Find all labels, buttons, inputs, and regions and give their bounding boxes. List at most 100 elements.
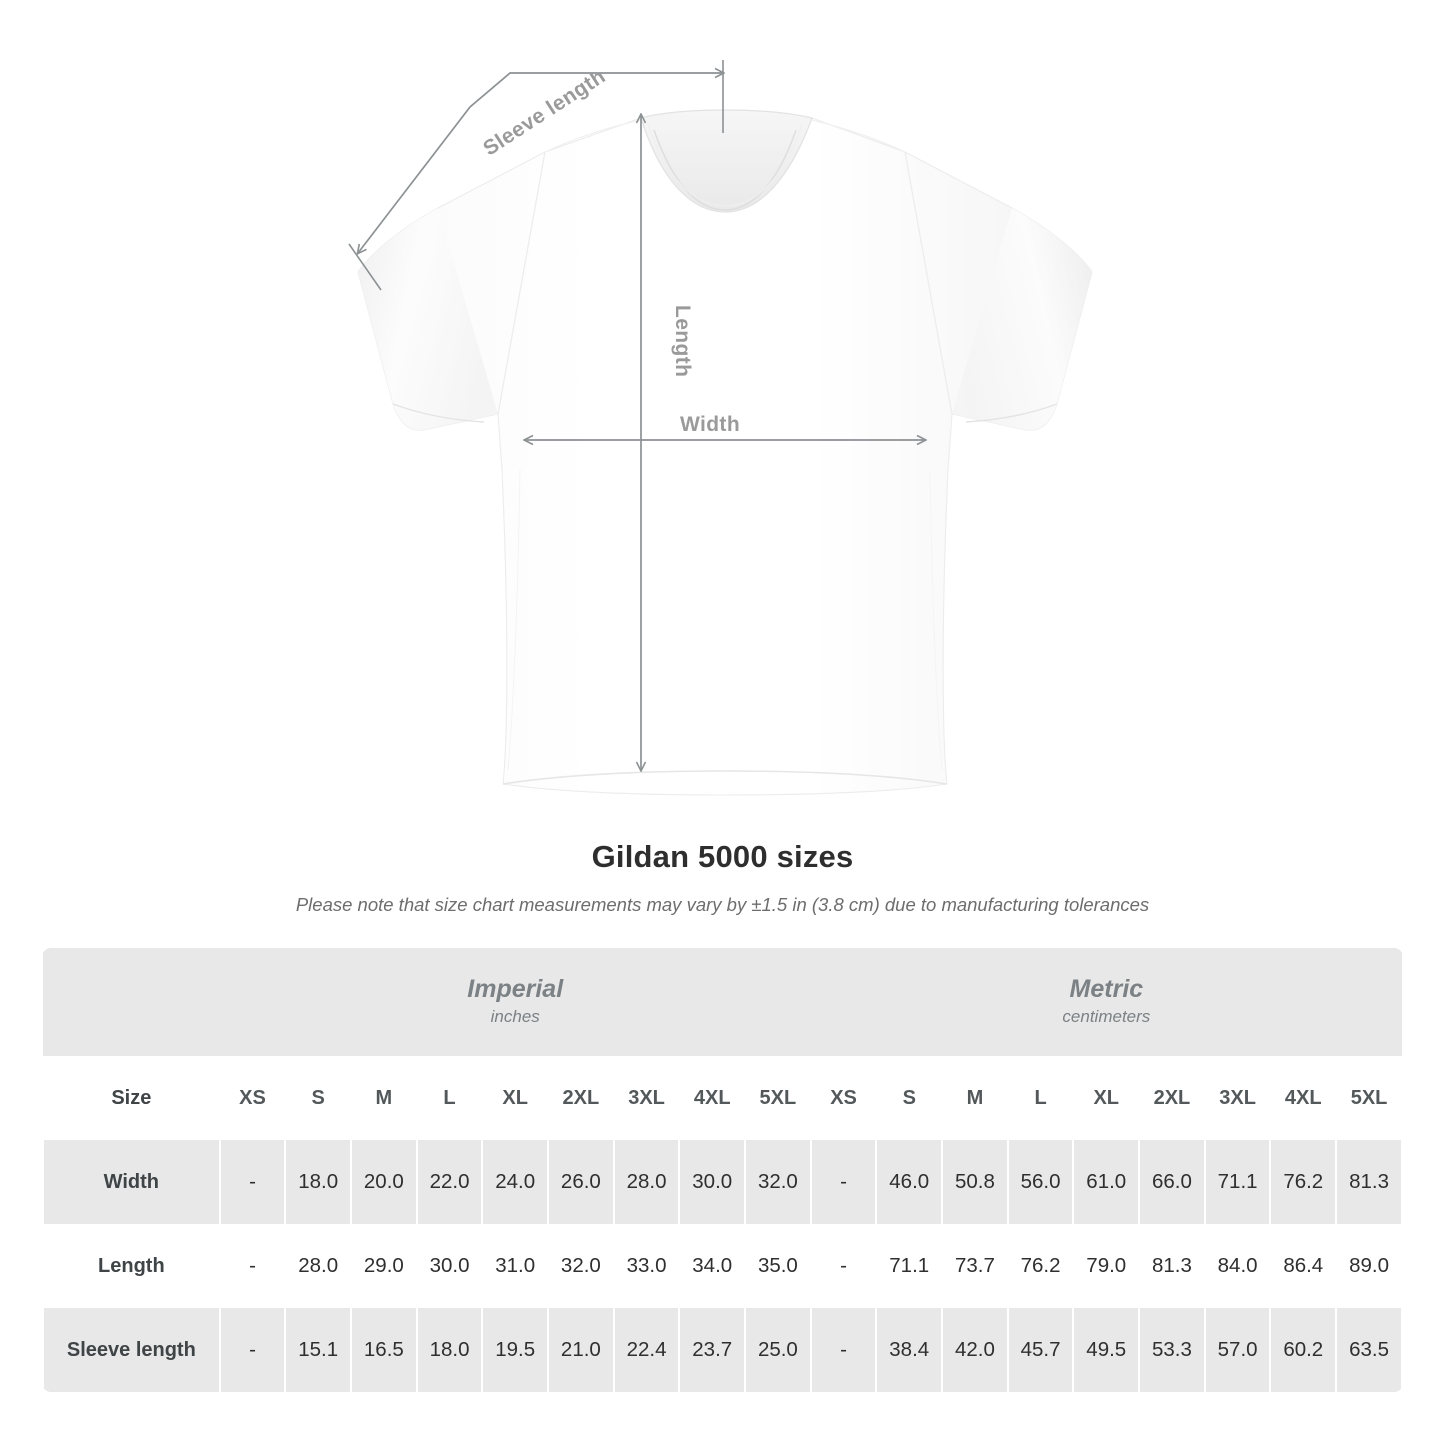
measurement-cell-imperial: 18.0 <box>415 1308 484 1392</box>
size-chart-table: Imperial inches Metric centimeters Size XS S M L… <box>42 948 1403 1392</box>
measurement-cell-metric: 42.0 <box>941 1308 1009 1392</box>
imperial-unit-group: Imperial inches <box>219 948 811 1056</box>
width-label: Width <box>680 413 740 436</box>
measurement-cell-imperial: 22.0 <box>415 1140 484 1224</box>
measurement-cell-imperial: 30.0 <box>678 1140 747 1224</box>
size-header-metric: 5XL <box>1335 1056 1403 1140</box>
measurement-cell-imperial: - <box>218 1224 287 1308</box>
measurement-cell-metric: - <box>809 1224 878 1308</box>
measurement-cell-metric: 61.0 <box>1072 1140 1141 1224</box>
size-header-metric: L <box>1006 1056 1075 1140</box>
sleeve-length-tick-bottom <box>348 243 382 291</box>
measurement-cell-metric: 49.5 <box>1072 1308 1141 1392</box>
measurement-cell-imperial: 32.0 <box>744 1140 812 1224</box>
measurement-cell-imperial: 28.0 <box>284 1224 353 1308</box>
measurement-cell-imperial: 31.0 <box>481 1224 550 1308</box>
measurement-cell-imperial: 33.0 <box>612 1224 681 1308</box>
measurement-cell-metric: 50.8 <box>941 1140 1009 1224</box>
page-subtitle: Please note that size chart measurements… <box>295 894 1150 916</box>
size-header-metric: M <box>941 1056 1009 1140</box>
measurement-cell-metric: 45.7 <box>1006 1308 1075 1392</box>
bottom-hem <box>502 770 948 785</box>
size-header-imperial: XS <box>218 1056 287 1140</box>
measurement-cell-imperial: 34.0 <box>678 1224 747 1308</box>
measurement-cell-metric: 73.7 <box>941 1224 1009 1308</box>
measurement-cell-imperial: 15.1 <box>284 1308 353 1392</box>
measurement-cell-metric: 56.0 <box>1006 1140 1075 1224</box>
row-label: Sleeve length <box>42 1308 221 1392</box>
size-header-imperial: M <box>350 1056 418 1140</box>
size-header-imperial: 2XL <box>547 1056 615 1140</box>
size-header-imperial: XL <box>481 1056 550 1140</box>
right-shoulder-seam <box>811 119 906 153</box>
left-sleeve-hem <box>392 403 485 423</box>
measurement-cell-imperial: 28.0 <box>612 1140 681 1224</box>
metric-unit-label: centimeters <box>1062 1006 1151 1026</box>
imperial-unit-label: inches <box>490 1006 540 1026</box>
measurement-cell-metric: 81.3 <box>1335 1140 1403 1224</box>
size-header-metric: 3XL <box>1203 1056 1272 1140</box>
unit-header-row: Imperial inches Metric centimeters <box>43 948 1402 1056</box>
size-header-row: Size XS S M L XL 2XL 3XL 4XL 5XL XS S M L XL 2XL 3XL 4XL 5… <box>42 1056 1403 1140</box>
measurement-cell-imperial: 30.0 <box>415 1224 484 1308</box>
right-armhole-seam <box>904 151 953 415</box>
table-row: Sleeve length -15.1 16.5 18.0 19.5 21.0 22.4 23… <box>42 1308 1403 1392</box>
measurement-cell-metric: 66.0 <box>1138 1140 1206 1224</box>
metric-system-label: Metric <box>1069 974 1144 1003</box>
measurement-cell-imperial: 22.4 <box>612 1308 681 1392</box>
size-header-metric: XS <box>809 1056 878 1140</box>
size-header-imperial: 3XL <box>612 1056 681 1140</box>
measurement-cell-metric: 89.0 <box>1335 1224 1403 1308</box>
measurement-cell-metric: 86.4 <box>1269 1224 1338 1308</box>
measurement-cell-metric: 81.3 <box>1138 1224 1206 1308</box>
title-block: Gildan 5000 sizes Please note that size … <box>0 838 1445 916</box>
size-chart-table-wrapper: Imperial inches Metric centimeters Size XS S M L… <box>42 948 1403 1392</box>
size-header-imperial: L <box>415 1056 484 1140</box>
measurement-cell-metric: 57.0 <box>1203 1308 1272 1392</box>
table-row: Length -28.0 29.0 30.0 31.0 32.0 33.0 34.0 35.0-… <box>42 1224 1403 1308</box>
page-title: Gildan 5000 sizes <box>591 839 854 874</box>
measurement-cell-metric: 79.0 <box>1072 1224 1141 1308</box>
right-sleeve-hem <box>965 403 1058 423</box>
measurement-cell-metric: - <box>809 1140 878 1224</box>
measurement-cell-imperial: 29.0 <box>350 1224 418 1308</box>
length-label: Length <box>671 305 694 377</box>
tshirt-diagram: Sleeve length Length Width <box>348 60 1093 796</box>
measurement-cell-imperial: 25.0 <box>744 1308 812 1392</box>
measurement-cell-metric: 60.2 <box>1269 1308 1338 1392</box>
measurement-cell-imperial: 23.7 <box>678 1308 747 1392</box>
measurement-cell-metric: 76.2 <box>1269 1140 1338 1224</box>
tshirt-illustration: Sleeve length Length Width <box>348 60 1093 796</box>
size-header-imperial: 4XL <box>678 1056 747 1140</box>
size-header-imperial: S <box>284 1056 353 1140</box>
left-sleeve <box>358 208 498 431</box>
size-header-metric: 4XL <box>1269 1056 1338 1140</box>
row-label: Width <box>42 1140 221 1224</box>
measurement-cell-metric: 46.0 <box>875 1140 944 1224</box>
measurement-cell-metric: 53.3 <box>1138 1308 1206 1392</box>
garment-shape <box>357 109 1093 796</box>
size-header-metric: S <box>875 1056 944 1140</box>
right-sleeve <box>952 208 1092 431</box>
measurement-cell-metric: 38.4 <box>875 1308 944 1392</box>
measurement-cell-metric: 63.5 <box>1335 1308 1403 1392</box>
size-header-metric: 2XL <box>1138 1056 1206 1140</box>
measurement-cell-imperial: - <box>218 1140 287 1224</box>
measurement-cell-imperial: 32.0 <box>547 1224 615 1308</box>
measurement-cell-imperial: 26.0 <box>547 1140 615 1224</box>
unit-header-spacer <box>43 948 220 1056</box>
size-header-metric: XL <box>1072 1056 1141 1140</box>
size-column-header: Size <box>42 1056 221 1140</box>
measurement-cell-metric: 76.2 <box>1006 1224 1075 1308</box>
measurement-cell-imperial: 20.0 <box>350 1140 418 1224</box>
row-label: Length <box>42 1224 221 1308</box>
measurement-cell-metric: 71.1 <box>1203 1140 1272 1224</box>
measurement-cell-metric: 71.1 <box>875 1224 944 1308</box>
shirt-silhouette <box>357 109 1093 796</box>
measurement-cell-metric: - <box>809 1308 878 1392</box>
measurement-cell-imperial: 35.0 <box>744 1224 812 1308</box>
measurement-cell-imperial: 21.0 <box>547 1308 615 1392</box>
imperial-system-label: Imperial <box>467 974 564 1003</box>
size-header-imperial: 5XL <box>744 1056 812 1140</box>
measurement-cell-imperial: - <box>218 1308 287 1392</box>
